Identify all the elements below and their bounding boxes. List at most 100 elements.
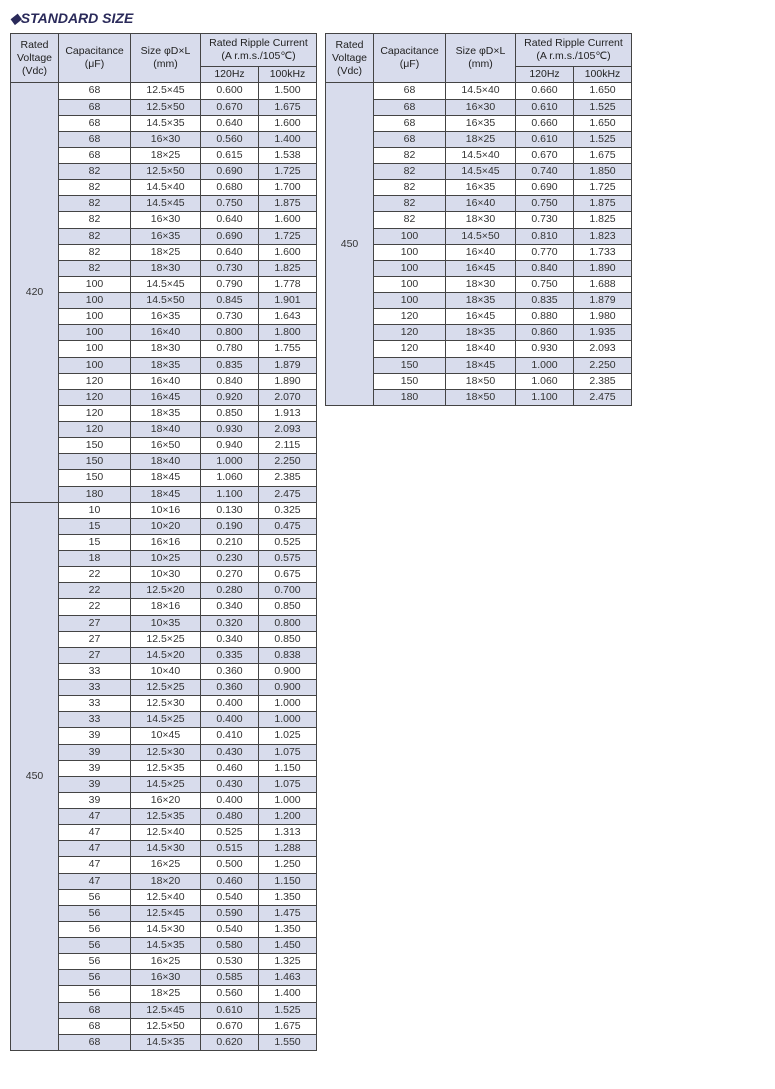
data-cell: 68 [374,99,446,115]
data-cell: 0.850 [201,405,259,421]
data-cell: 1.825 [574,212,632,228]
data-cell: 82 [59,244,131,260]
data-cell: 0.615 [201,147,259,163]
hdr-ripple: Rated Ripple Current (A r.m.s./105℃) [516,34,632,67]
data-cell: 82 [59,212,131,228]
data-cell: 0.360 [201,663,259,679]
data-cell: 16×45 [131,389,201,405]
hdr-100khz: 100kHz [259,67,317,83]
left-table-body: 4206812.5×450.6001.5006812.5×500.6701.67… [11,83,317,1051]
data-cell: 0.610 [516,131,574,147]
data-cell: 82 [374,180,446,196]
hdr-ripple: Rated Ripple Current (A r.m.s./105℃) [201,34,317,67]
data-cell: 1.901 [259,293,317,309]
data-cell: 0.270 [201,567,259,583]
data-cell: 47 [59,825,131,841]
data-cell: 56 [59,986,131,1002]
data-cell: 14.5×40 [446,83,516,99]
data-cell: 1.100 [201,486,259,502]
data-cell: 0.325 [259,502,317,518]
data-cell: 14.5×35 [131,115,201,131]
data-cell: 2.385 [574,373,632,389]
data-cell: 0.335 [201,647,259,663]
data-cell: 16×25 [131,954,201,970]
data-cell: 0.675 [259,567,317,583]
data-cell: 16×35 [131,228,201,244]
data-cell: 10×20 [131,518,201,534]
data-cell: 16×30 [131,970,201,986]
left-table-head: Rated Voltage (Vdc) Capacitance (μF) Siz… [11,34,317,83]
data-cell: 16×30 [446,99,516,115]
data-cell: 68 [59,131,131,147]
data-cell: 15 [59,518,131,534]
data-cell: 18×30 [131,341,201,357]
data-cell: 1.755 [259,341,317,357]
hdr-cap: Capacitance (μF) [59,34,131,83]
data-cell: 0.400 [201,696,259,712]
data-cell: 0.690 [201,228,259,244]
data-cell: 0.525 [201,825,259,841]
data-cell: 14.5×50 [446,228,516,244]
table-row: 4501010×160.1300.325 [11,502,317,518]
data-cell: 1.850 [574,164,632,180]
data-cell: 18×16 [131,599,201,615]
data-cell: 0.800 [201,325,259,341]
data-cell: 68 [374,83,446,99]
data-cell: 0.850 [259,599,317,615]
data-cell: 0.530 [201,954,259,970]
data-cell: 18×45 [446,357,516,373]
data-cell: 68 [59,99,131,115]
hdr-100khz: 100kHz [574,67,632,83]
data-cell: 1.313 [259,825,317,841]
hdr-size: Size φD×L (mm) [131,34,201,83]
page-title: ◆STANDARD SIZE [10,10,765,27]
data-cell: 16×35 [446,180,516,196]
data-cell: 82 [374,147,446,163]
data-cell: 1.450 [259,938,317,954]
data-cell: 18×35 [131,357,201,373]
data-cell: 0.400 [201,712,259,728]
right-table: Rated Voltage (Vdc) Capacitance (μF) Siz… [325,33,632,406]
data-cell: 1.525 [259,1002,317,1018]
data-cell: 10×25 [131,551,201,567]
data-cell: 1.890 [574,260,632,276]
data-cell: 22 [59,567,131,583]
data-cell: 27 [59,615,131,631]
data-cell: 56 [59,921,131,937]
hdr-voltage: Rated Voltage (Vdc) [326,34,374,83]
hdr-size: Size φD×L (mm) [446,34,516,83]
data-cell: 18×40 [131,454,201,470]
data-cell: 0.430 [201,776,259,792]
data-cell: 0.740 [516,164,574,180]
data-cell: 14.5×40 [446,147,516,163]
data-cell: 33 [59,712,131,728]
data-cell: 1.879 [574,293,632,309]
data-cell: 27 [59,631,131,647]
data-cell: 1.075 [259,776,317,792]
data-cell: 2.093 [574,341,632,357]
data-cell: 1.913 [259,405,317,421]
data-cell: 0.790 [201,276,259,292]
data-cell: 0.575 [259,551,317,567]
data-cell: 120 [59,373,131,389]
data-cell: 0.670 [201,1018,259,1034]
data-cell: 82 [59,260,131,276]
data-cell: 1.400 [259,986,317,1002]
data-cell: 1.875 [259,196,317,212]
data-cell: 1.075 [259,744,317,760]
data-cell: 18×35 [446,325,516,341]
data-cell: 0.940 [201,438,259,454]
data-cell: 0.845 [201,293,259,309]
data-cell: 0.210 [201,534,259,550]
tables-container: Rated Voltage (Vdc) Capacitance (μF) Siz… [10,33,765,1051]
data-cell: 180 [374,389,446,405]
data-cell: 1.000 [259,696,317,712]
data-cell: 12.5×35 [131,809,201,825]
data-cell: 100 [59,325,131,341]
data-cell: 16×16 [131,534,201,550]
data-cell: 0.475 [259,518,317,534]
data-cell: 0.930 [516,341,574,357]
data-cell: 120 [374,325,446,341]
data-cell: 0.770 [516,244,574,260]
data-cell: 1.778 [259,276,317,292]
